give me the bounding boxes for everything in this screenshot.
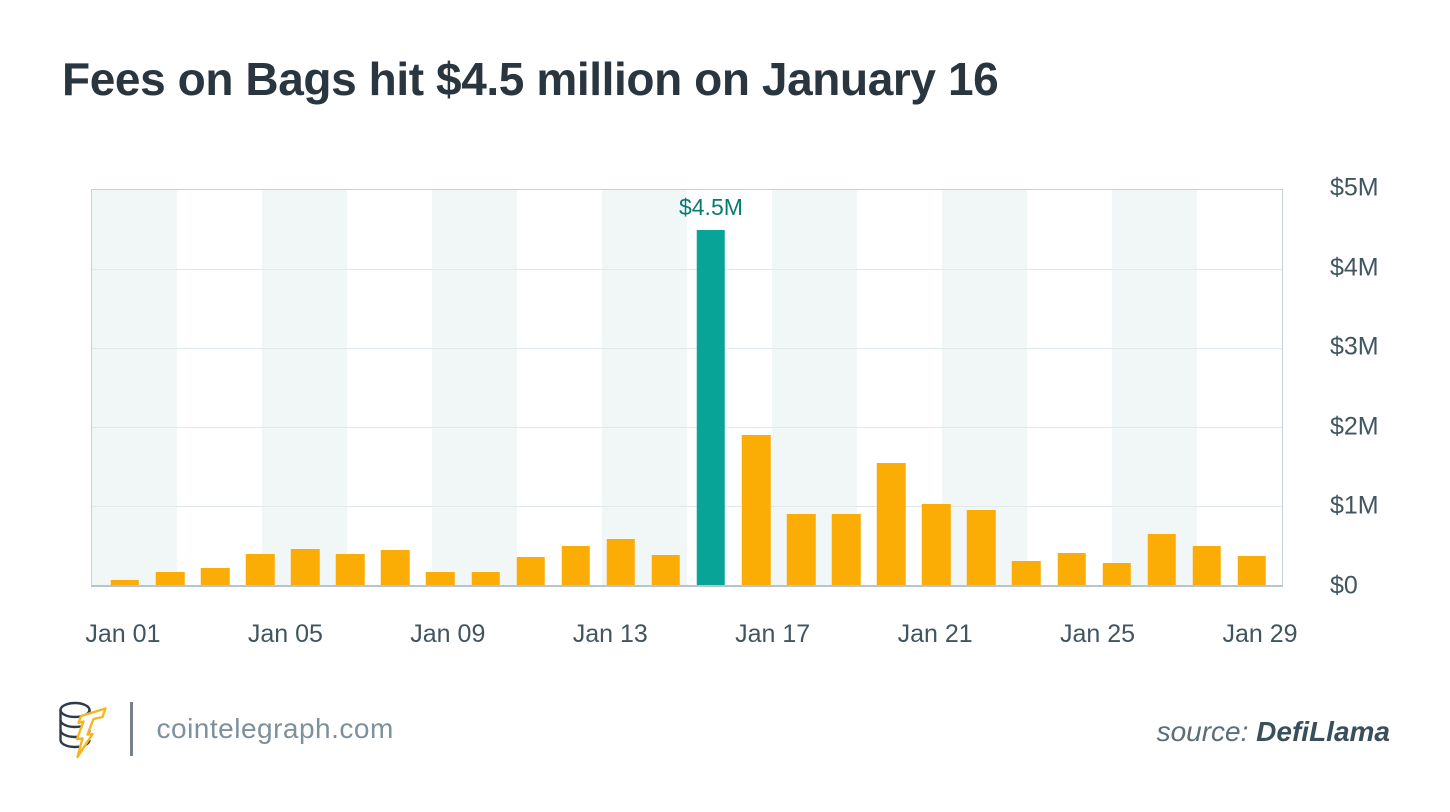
bar: [1102, 562, 1131, 585]
source-name: DefiLlama: [1256, 716, 1390, 747]
gridline: [92, 506, 1282, 507]
y-axis-label: $0: [1330, 571, 1358, 600]
bar: [155, 571, 185, 585]
bar: [606, 539, 636, 585]
bar: [426, 571, 455, 585]
chart-title: Fees on Bags hit $4.5 million on January…: [62, 53, 999, 105]
y-axis-label: $4M: [1330, 252, 1379, 281]
bar: [1057, 552, 1086, 585]
background-stripe: [432, 190, 517, 585]
bar: [381, 550, 410, 585]
footer-divider: [130, 702, 133, 756]
x-axis-label: Jan 05: [247, 620, 323, 648]
highlight-bar: [696, 229, 726, 585]
plot-area: $4.5M: [91, 189, 1283, 587]
bar: [200, 568, 230, 585]
x-axis-label: Jan 09: [410, 620, 486, 648]
y-axis: $5M $4M $3M $2M $1M $0: [1330, 173, 1440, 599]
bar: [831, 513, 861, 585]
background-stripe: [262, 190, 347, 585]
x-axis-label: Jan 25: [1060, 620, 1136, 648]
bar: [1012, 560, 1041, 585]
y-axis-label: $2M: [1330, 412, 1379, 441]
bar: [1237, 555, 1267, 585]
gridline: [92, 348, 1282, 349]
highlight-value-label: $4.5M: [678, 193, 743, 220]
bar: [1192, 545, 1222, 585]
bar: [516, 557, 545, 585]
x-axis-label: Jan 29: [1222, 620, 1298, 648]
bar: [877, 462, 906, 585]
background-stripe: [1112, 190, 1197, 585]
x-axis-label: Jan 13: [572, 620, 648, 648]
x-axis-label: Jan 21: [897, 620, 973, 648]
x-axis-label: Jan 17: [735, 620, 811, 648]
bar: [922, 503, 951, 585]
bar: [651, 554, 681, 585]
y-axis-label: $1M: [1330, 491, 1379, 520]
bar: [336, 554, 365, 585]
bar: [786, 513, 816, 585]
x-axis-label: Jan 01: [85, 620, 161, 648]
bar: [471, 571, 500, 585]
y-axis-label: $3M: [1330, 332, 1379, 361]
bar: [245, 554, 275, 585]
x-axis: Jan 01 Jan 05 Jan 09 Jan 13 Jan 17 Jan 21 Jan …: [85, 620, 1297, 654]
bar: [110, 580, 140, 585]
bar: [741, 434, 771, 585]
cointelegraph-logo-icon: [59, 701, 107, 759]
gridline: [92, 427, 1282, 428]
bar: [967, 509, 996, 585]
bar: [1147, 534, 1176, 585]
source-label: source:: [1156, 716, 1249, 747]
footer-source: source: DefiLlama: [1157, 716, 1390, 748]
site-url: cointelegraph.com: [156, 713, 394, 744]
bar: [561, 545, 590, 585]
y-axis-label: $5M: [1330, 173, 1379, 202]
gridline: [92, 269, 1282, 270]
background-stripe: [602, 190, 687, 585]
background-stripe: [92, 190, 177, 585]
bar: [290, 549, 320, 585]
footer-brand: cointelegraph.com: [56, 694, 394, 764]
